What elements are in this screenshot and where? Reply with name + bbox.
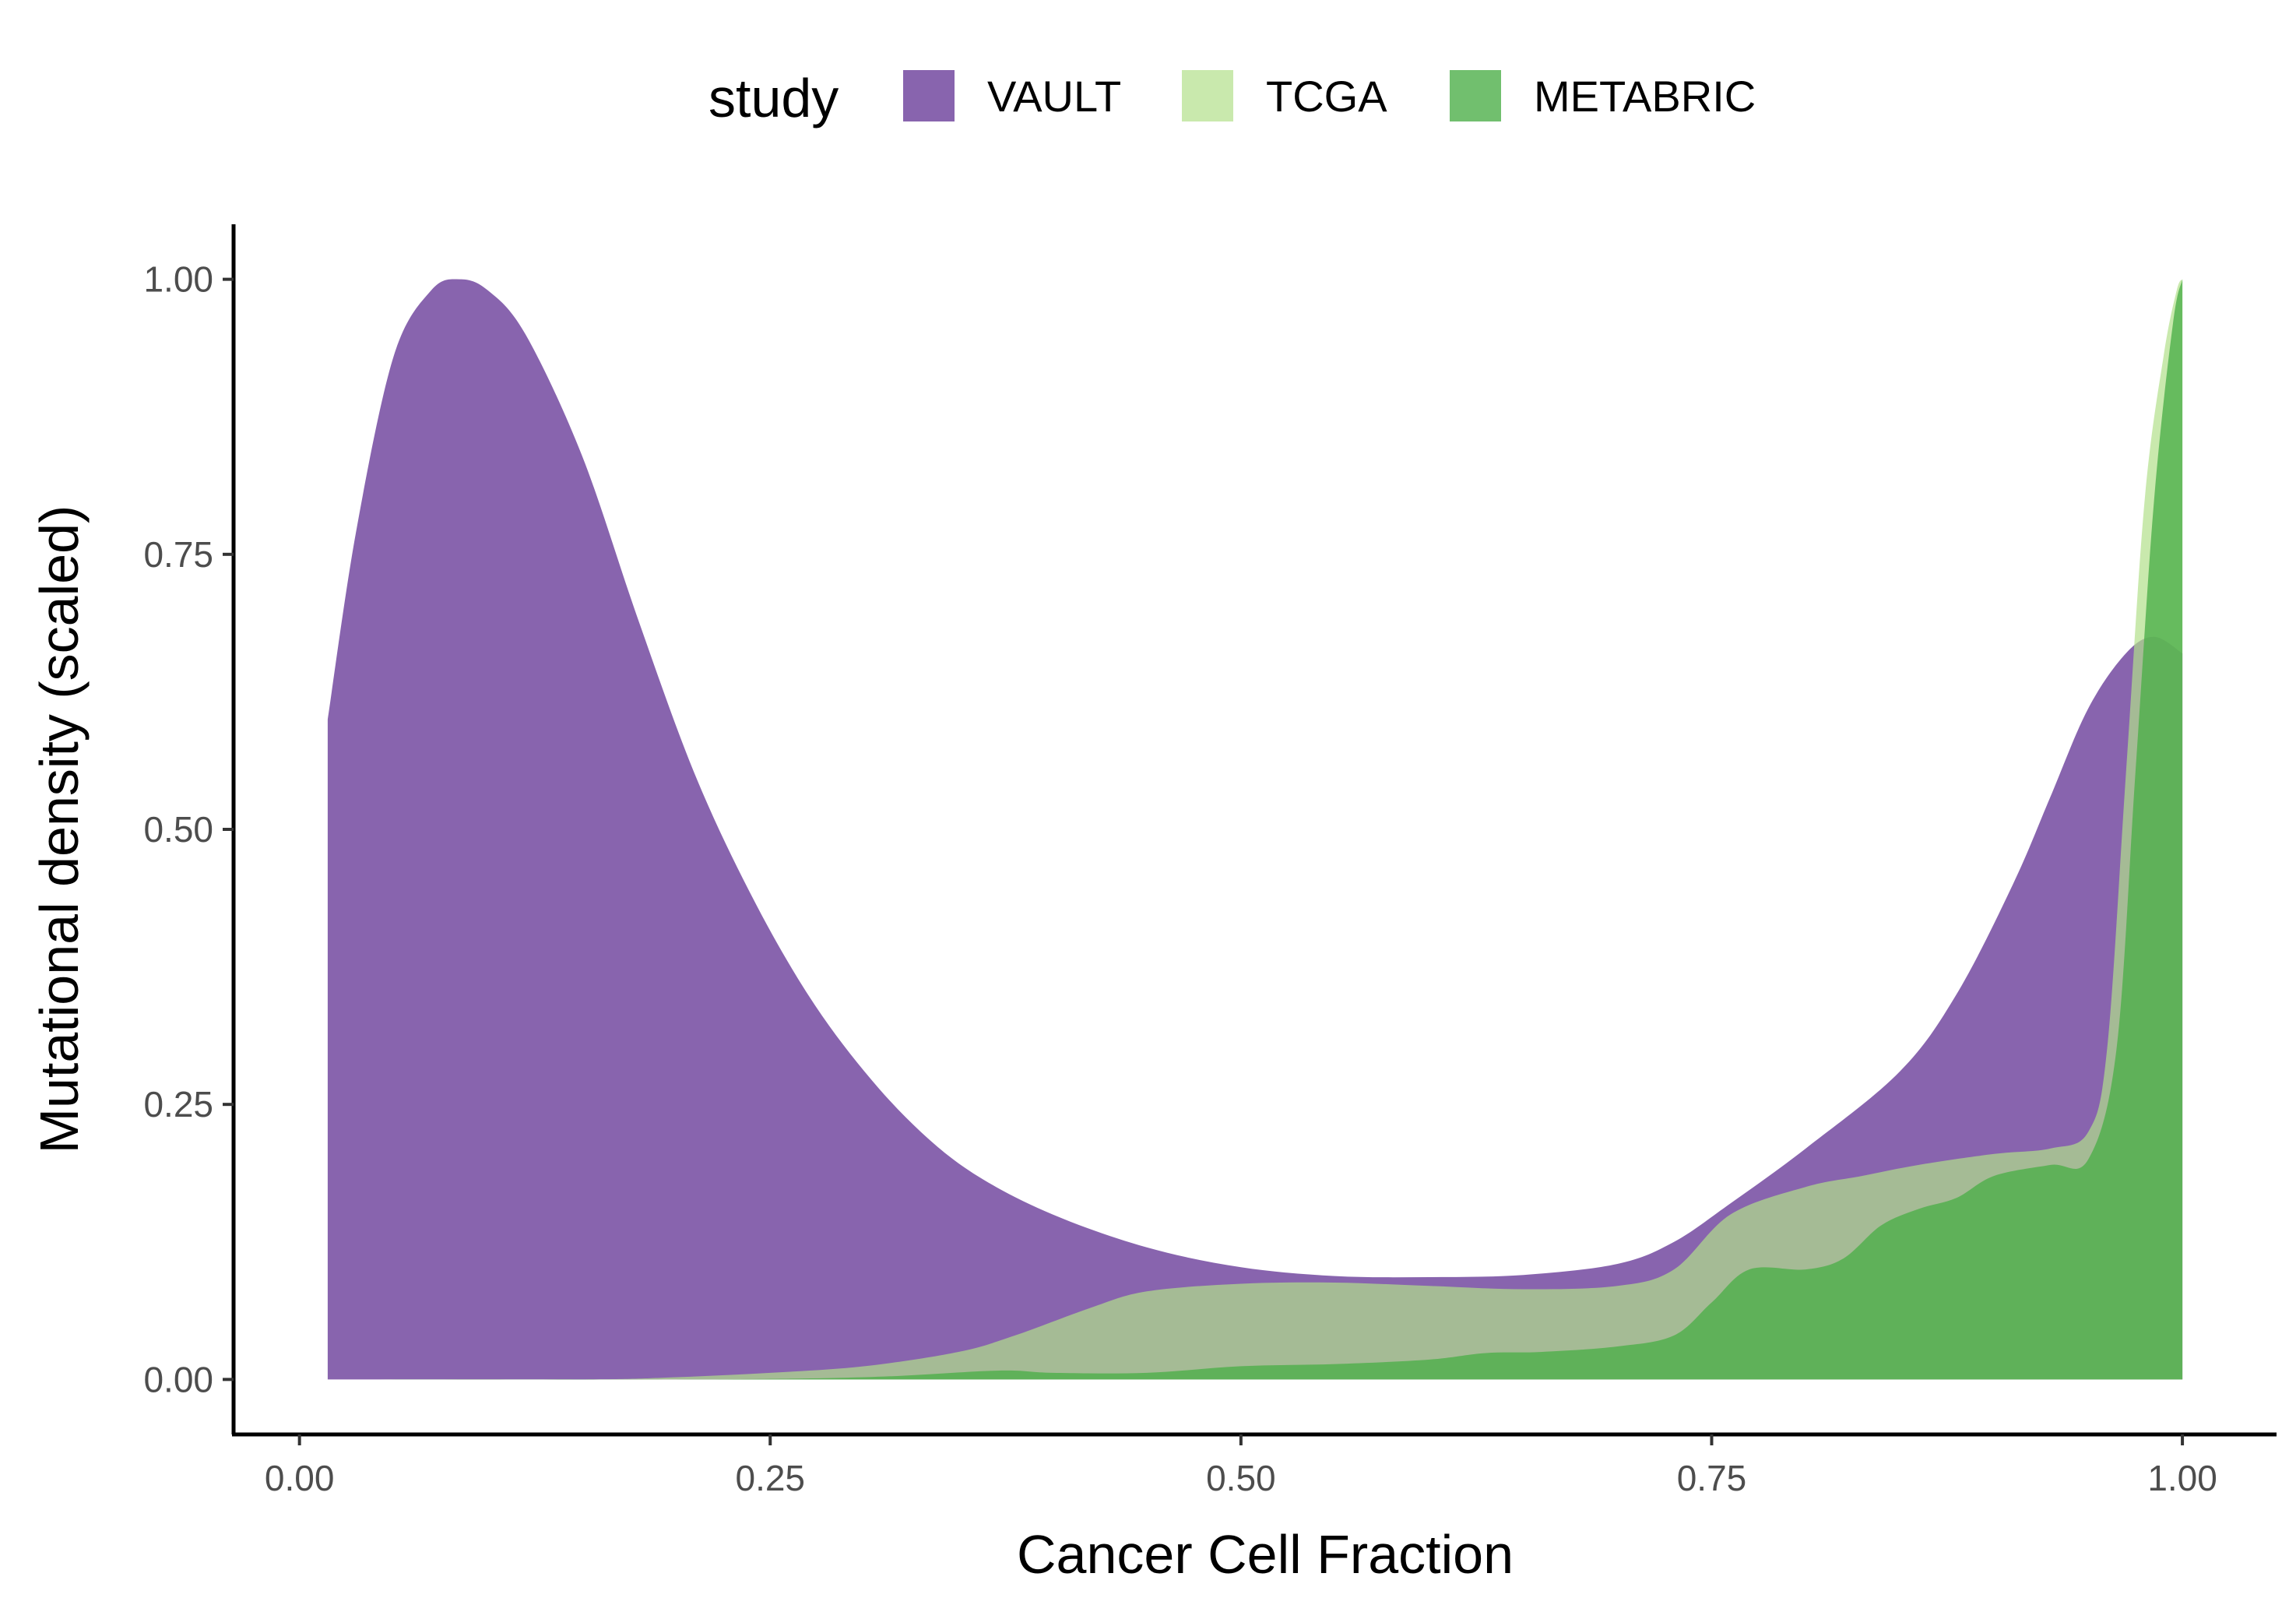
legend-title: study [708,68,839,128]
x-tick-label: 0.50 [1206,1458,1276,1498]
density-area-vault [327,279,2183,1380]
legend-swatch-metabric [1450,70,1501,121]
y-tick-label: 1.00 [143,259,213,300]
legend-swatch-vault [903,70,955,121]
x-ticks: 0.00 0.25 0.50 0.75 1.00 [265,1434,2217,1498]
x-tick-label: 0.00 [265,1458,335,1498]
legend-label-metabric: METABRIC [1534,72,1756,121]
density-area-metabric [327,279,2183,1380]
legend: study VAULT TCGA METABRIC [708,68,1756,128]
y-tick-label: 0.00 [143,1359,213,1399]
x-tick-label: 1.00 [2147,1458,2217,1498]
x-tick-label: 0.25 [735,1458,805,1498]
y-tick-label: 0.50 [143,809,213,850]
legend-label-vault: VAULT [987,72,1121,121]
y-tick-label: 0.25 [143,1084,213,1125]
y-tick-label: 0.75 [143,534,213,575]
legend-swatch-tcga [1182,70,1233,121]
y-axis-title: Mutational density (scaled) [29,505,90,1154]
legend-label-tcga: TCGA [1266,72,1387,121]
x-axis-title: Cancer Cell Fraction [1017,1524,1514,1585]
x-tick-label: 0.75 [1677,1458,1747,1498]
series-layer [327,279,2183,1380]
y-ticks: 0.00 0.25 0.50 0.75 1.00 [143,259,234,1399]
